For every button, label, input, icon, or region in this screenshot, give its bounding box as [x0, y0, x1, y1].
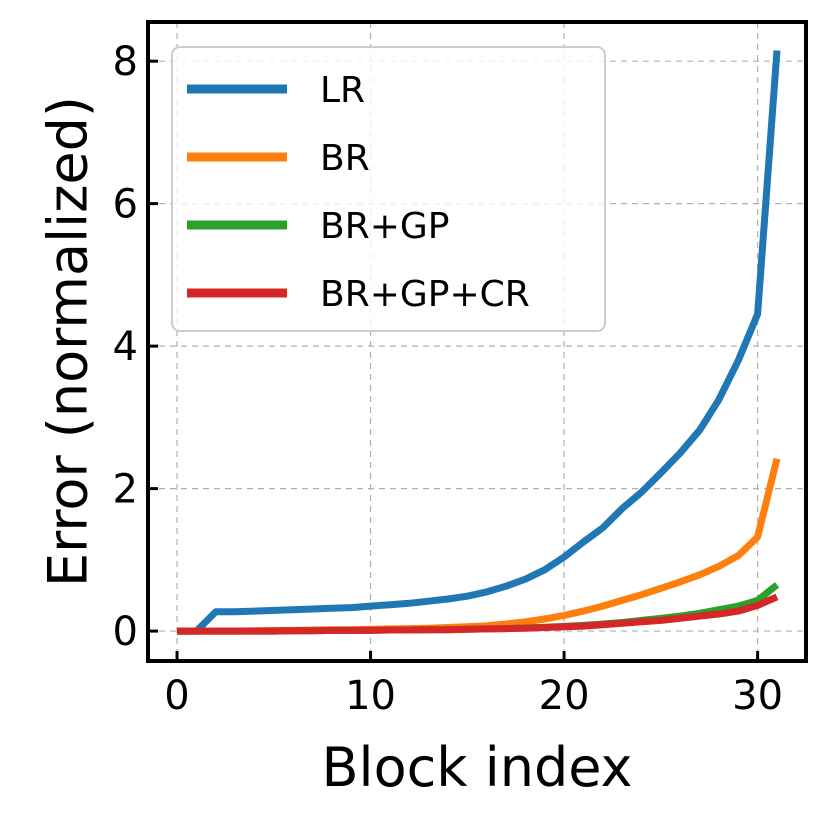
axis-ticks [148, 59, 760, 661]
y-tick-label: 4 [113, 324, 138, 370]
y-tick-label: 0 [113, 609, 138, 655]
legend-label: BR+GP+CR [320, 274, 530, 315]
legend-label: LR [320, 70, 365, 111]
x-axis-label: Block index [322, 736, 633, 799]
y-axis-label: Error (normalized) [37, 96, 100, 587]
series-line-lr [177, 50, 781, 635]
x-tick-label: 30 [732, 673, 783, 719]
plot-frame [146, 20, 808, 663]
series-line-br [177, 457, 781, 635]
x-tick-label: 0 [164, 673, 189, 719]
tick-labels: 0 10 20 30 0 2 4 6 8 [113, 39, 784, 719]
x-tick-label: 10 [345, 673, 396, 719]
legend-label: BR [320, 138, 370, 179]
series-lines [177, 50, 781, 635]
y-tick-label: 2 [113, 467, 138, 513]
legend-box [171, 46, 606, 332]
y-tick-label: 6 [113, 182, 138, 228]
series-line-br-gp-cr [177, 593, 779, 635]
y-tick-label: 8 [113, 39, 138, 85]
x-tick-label: 20 [539, 673, 590, 719]
legend: LR BR BR+GP BR+GP+CR [171, 46, 606, 332]
legend-label: BR+GP [320, 206, 449, 247]
